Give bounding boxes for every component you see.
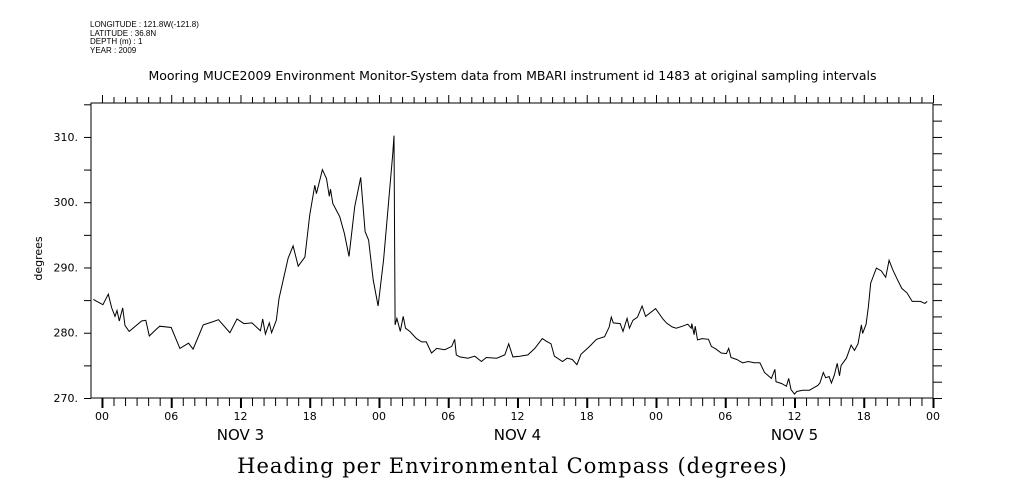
y-axis-title: degrees (32, 236, 45, 281)
year-label: YEAR : 2009 (90, 45, 137, 55)
day-label: NOV 4 (494, 426, 541, 444)
y-tick-label: 290. (54, 261, 79, 274)
x-tick-label: 00 (372, 410, 386, 423)
x-tick-label: 12 (510, 410, 524, 423)
x-tick-label: 06 (164, 410, 178, 423)
day-label: NOV 5 (771, 426, 818, 444)
x-tick-label: 18 (580, 410, 594, 423)
y-tick-label: 270. (54, 392, 79, 405)
y-tick-label: 280. (54, 327, 79, 340)
x-tick-label: 12 (787, 410, 801, 423)
plot-frame (90, 102, 934, 399)
x-tick-label: 00 (649, 410, 663, 423)
y-tick-label: 310. (54, 131, 79, 144)
x-tick-label: 18 (303, 410, 317, 423)
series-line-heading (93, 135, 928, 395)
y-tick-label: 300. (54, 196, 79, 209)
x-tick-label: 00 (95, 410, 109, 423)
x-tick-label: 18 (857, 410, 871, 423)
x-axis-title: Heading per Environmental Compass (degre… (237, 454, 788, 478)
metadata-block: LONGITUDE : 121.8W(-121.8) LATITUDE : 36… (90, 20, 199, 55)
day-label: NOV 3 (217, 426, 264, 444)
x-tick-label: 00 (926, 410, 940, 423)
x-tick-label: 06 (441, 410, 455, 423)
depth-label: DEPTH (m) : 1 (90, 37, 143, 47)
longitude-label: LONGITUDE : 121.8W(-121.8) (90, 20, 199, 29)
x-tick-label: 06 (718, 410, 732, 423)
x-tick-label: 12 (233, 410, 247, 423)
chart-title: Mooring MUCE2009 Environment Monitor-Sys… (148, 68, 877, 83)
latitude-label: LATITUDE : 36.8N (90, 28, 157, 38)
